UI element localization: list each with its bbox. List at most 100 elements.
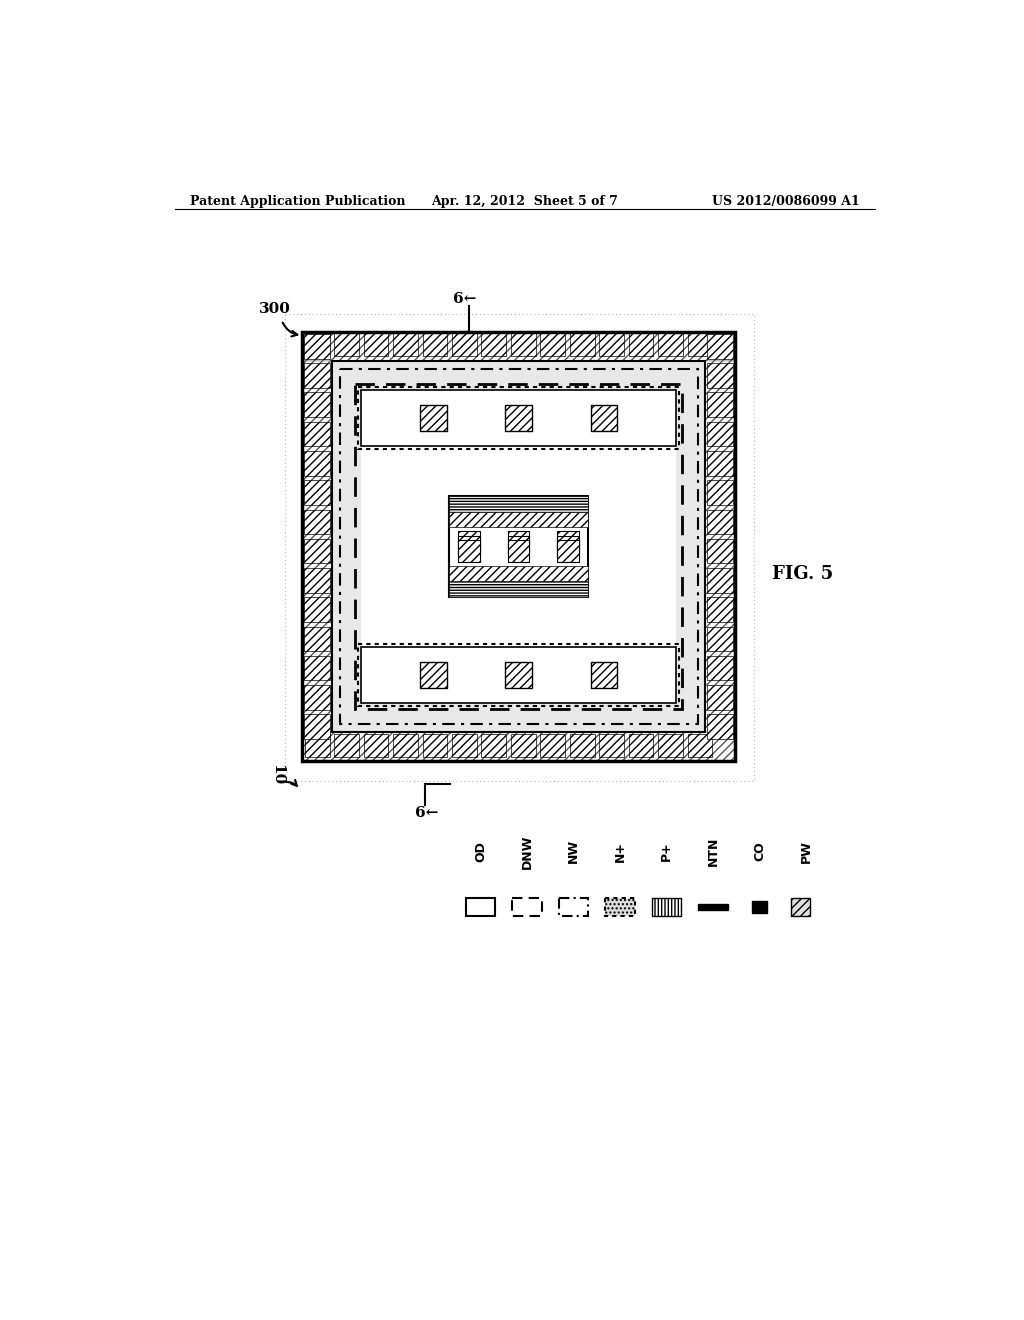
Bar xyxy=(334,734,359,758)
Bar xyxy=(302,360,332,733)
Bar xyxy=(393,734,418,758)
Text: N+: N+ xyxy=(613,841,627,862)
Bar xyxy=(658,333,683,356)
Bar xyxy=(605,898,635,916)
Text: Apr. 12, 2012  Sheet 5 of 7: Apr. 12, 2012 Sheet 5 of 7 xyxy=(431,195,618,209)
Bar xyxy=(304,568,331,593)
Bar xyxy=(452,734,477,758)
Bar xyxy=(512,898,542,916)
Bar xyxy=(449,566,589,581)
Bar xyxy=(481,734,506,758)
Bar xyxy=(629,333,653,356)
Bar xyxy=(707,422,733,446)
Bar xyxy=(706,360,735,733)
Bar xyxy=(599,333,624,356)
Bar xyxy=(449,496,589,512)
Bar xyxy=(707,451,733,475)
Text: 6←: 6← xyxy=(454,292,477,305)
Bar xyxy=(332,360,706,733)
Bar xyxy=(707,363,733,388)
Bar xyxy=(707,392,733,417)
Bar xyxy=(557,540,579,562)
Bar xyxy=(707,568,733,593)
Bar xyxy=(393,333,418,356)
Text: US 2012/0086099 A1: US 2012/0086099 A1 xyxy=(712,195,859,209)
Bar xyxy=(302,331,735,762)
Bar xyxy=(569,333,595,356)
Bar xyxy=(304,334,331,359)
Bar xyxy=(707,539,733,564)
Bar xyxy=(687,333,713,356)
Bar xyxy=(304,451,331,475)
Text: Patent Application Publication: Patent Application Publication xyxy=(190,195,406,209)
Bar xyxy=(358,387,679,449)
Bar xyxy=(707,685,733,710)
Bar xyxy=(506,663,531,688)
Text: OD: OD xyxy=(474,841,487,862)
Bar xyxy=(452,333,477,356)
Text: 300: 300 xyxy=(259,301,291,315)
Bar xyxy=(305,333,330,356)
Bar xyxy=(508,531,529,553)
Bar xyxy=(511,734,536,758)
Bar xyxy=(707,334,733,359)
Bar xyxy=(304,539,331,564)
Bar xyxy=(458,531,480,553)
Bar xyxy=(355,384,682,709)
Text: P+: P+ xyxy=(660,842,673,861)
Bar xyxy=(591,405,617,430)
Bar xyxy=(423,333,447,356)
Bar xyxy=(334,333,359,356)
Bar xyxy=(629,734,653,758)
Text: DNW: DNW xyxy=(520,834,534,869)
Bar xyxy=(420,663,446,688)
Bar xyxy=(569,734,595,758)
Bar xyxy=(304,685,331,710)
Text: 10: 10 xyxy=(270,764,285,785)
Bar xyxy=(541,333,565,356)
Bar xyxy=(305,734,330,758)
Text: PW: PW xyxy=(800,840,813,863)
Bar xyxy=(458,536,480,557)
Bar xyxy=(302,331,735,762)
Bar xyxy=(304,656,331,681)
Bar xyxy=(752,900,767,913)
Bar xyxy=(508,536,529,557)
Bar xyxy=(364,333,388,356)
Bar xyxy=(458,540,480,562)
Bar xyxy=(285,314,755,780)
Bar xyxy=(707,714,733,739)
Bar xyxy=(481,333,506,356)
Bar xyxy=(361,391,676,446)
Bar xyxy=(792,898,810,916)
Bar xyxy=(466,898,496,916)
Bar xyxy=(361,391,676,702)
Bar xyxy=(559,898,589,916)
Text: NTN: NTN xyxy=(707,837,720,866)
Bar xyxy=(304,480,331,504)
Bar xyxy=(658,734,683,758)
Bar xyxy=(364,734,388,758)
Bar xyxy=(304,392,331,417)
Text: CO: CO xyxy=(753,842,766,861)
Bar xyxy=(332,360,706,733)
Bar xyxy=(707,480,733,504)
Bar xyxy=(420,405,446,430)
Bar xyxy=(508,540,529,562)
Text: NW: NW xyxy=(567,840,581,863)
Bar xyxy=(304,714,331,739)
Bar xyxy=(707,510,733,535)
Bar xyxy=(304,627,331,651)
Bar xyxy=(557,531,579,553)
Bar xyxy=(707,656,733,681)
Bar xyxy=(302,733,735,762)
Bar xyxy=(506,405,531,430)
Bar xyxy=(423,734,447,758)
Bar xyxy=(652,898,681,916)
Bar xyxy=(449,581,589,597)
Bar xyxy=(599,734,624,758)
Text: FIG. 5: FIG. 5 xyxy=(772,565,833,583)
Bar xyxy=(358,644,679,706)
Bar xyxy=(511,333,536,356)
Bar xyxy=(361,647,676,702)
